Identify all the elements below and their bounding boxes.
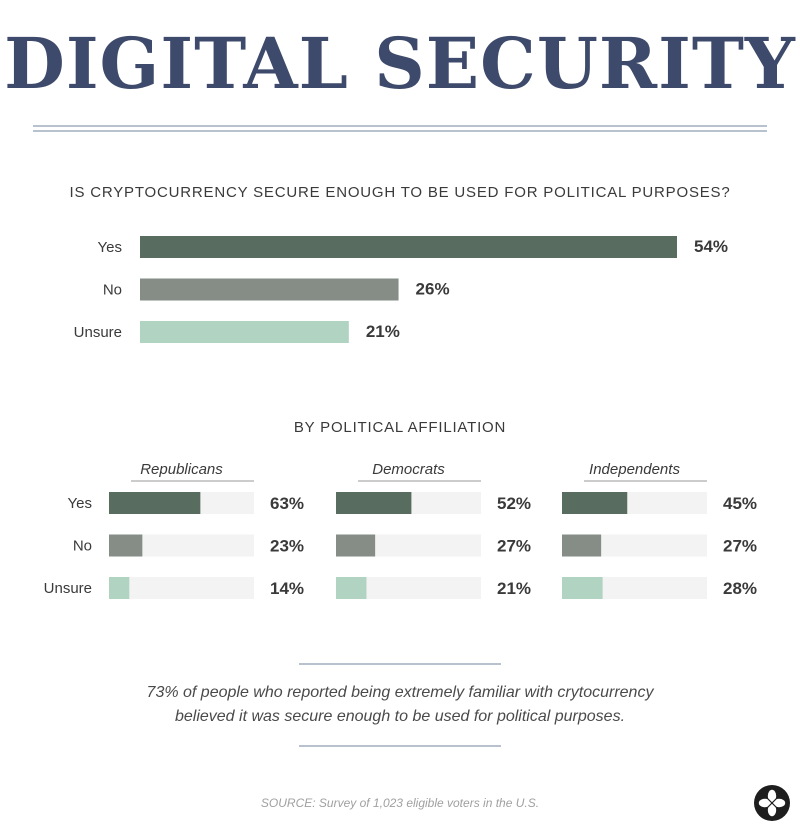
- value-label-no: 26%: [416, 280, 450, 299]
- bar-democrats-no: [336, 534, 376, 557]
- bar-republicans-no: [109, 534, 143, 557]
- chart-title: IS CRYPTOCURRENCY SECURE ENOUGH TO BE US…: [69, 184, 731, 201]
- page-title: DIGITAL SECURITY: [4, 22, 796, 105]
- value-label-republicans-no: 23%: [270, 537, 304, 556]
- row-label-no: No: [73, 538, 92, 555]
- panel-title-independents: Independents: [589, 461, 680, 478]
- survey-note: 73% of people who reported being extreme…: [0, 681, 800, 729]
- value-label-democrats-no: 27%: [497, 537, 531, 556]
- value-label-democrats-unsure: 21%: [497, 579, 531, 598]
- title-divider-bottom: [33, 130, 767, 132]
- survey-note-line-1: 73% of people who reported being extreme…: [146, 684, 654, 701]
- bar-independents-no: [562, 534, 602, 557]
- bar-republicans-unsure: [109, 577, 130, 599]
- bar-democrats-unsure: [336, 577, 367, 599]
- panel-title-democrats: Democrats: [372, 461, 445, 478]
- overall-bar-chart: Yes 54% No 26% Unsure 21%: [74, 236, 728, 343]
- bar-unsure: [140, 321, 349, 343]
- value-label-independents-unsure: 28%: [723, 579, 757, 598]
- affiliation-heading: BY POLITICAL AFFILIATION: [293, 419, 507, 436]
- bar-independents-unsure: [562, 577, 603, 599]
- bar-no: [140, 278, 399, 301]
- value-label-yes: 54%: [694, 237, 728, 256]
- clover-icon: [754, 785, 790, 821]
- bar-yes: [140, 236, 677, 258]
- value-label-independents-yes: 45%: [723, 494, 757, 513]
- row-label-unsure: Unsure: [44, 580, 92, 597]
- affiliation-bar-chart: Yes No Unsure Republicans 63% 23% 14% Democrats…: [44, 461, 757, 599]
- category-label-yes: Yes: [98, 239, 122, 256]
- bar-track-republicans-unsure: [109, 577, 254, 599]
- value-label-unsure: 21%: [366, 322, 400, 341]
- row-label-yes: Yes: [68, 495, 92, 512]
- note-divider-bottom: [299, 745, 501, 747]
- category-label-unsure: Unsure: [74, 324, 122, 341]
- note-divider-top: [299, 663, 501, 665]
- panel-title-republicans: Republicans: [140, 461, 223, 478]
- bar-democrats-yes: [336, 492, 412, 514]
- title-divider-top: [33, 125, 767, 127]
- bar-republicans-yes: [109, 492, 201, 514]
- bar-track-republicans-no: [109, 534, 254, 557]
- bar-track-democrats-unsure: [336, 577, 481, 599]
- category-label-no: No: [103, 282, 122, 299]
- value-label-independents-no: 27%: [723, 537, 757, 556]
- source-note: SOURCE: Survey of 1,023 eligible voters …: [260, 796, 540, 810]
- survey-note-line-2: believed it was secure enough to be used…: [174, 708, 626, 725]
- value-label-democrats-yes: 52%: [497, 494, 531, 513]
- value-label-republicans-yes: 63%: [270, 494, 304, 513]
- value-label-republicans-unsure: 14%: [270, 579, 304, 598]
- bar-independents-yes: [562, 492, 628, 514]
